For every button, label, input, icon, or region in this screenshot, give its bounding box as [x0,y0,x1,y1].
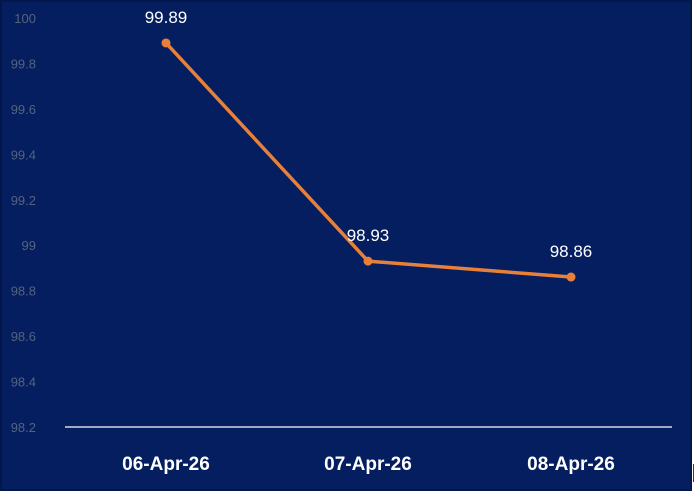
data-label: 99.89 [145,8,188,27]
y-tick-label: 98.8 [11,284,36,299]
data-point [566,272,576,282]
y-tick-label: 99 [22,238,36,253]
edge-mark [693,464,694,482]
data-label: 98.93 [347,226,390,245]
x-tick-label: 06-Apr-26 [122,454,210,475]
data-point [161,38,171,48]
x-tick-label: 07-Apr-26 [324,454,412,475]
y-tick-label: 99.4 [11,147,36,162]
y-tick-label: 98.4 [11,375,36,390]
chart-area [0,0,692,491]
data-label: 98.86 [550,242,593,261]
x-tick-label: 08-Apr-26 [527,454,615,475]
y-tick-label: 99.8 [11,56,36,71]
y-tick-label: 98.6 [11,329,36,344]
y-tick-label: 100 [14,11,36,26]
y-tick-label: 99.2 [11,193,36,208]
data-point [363,256,373,266]
y-tick-label: 99.6 [11,102,36,117]
y-tick-label: 98.2 [11,420,36,435]
